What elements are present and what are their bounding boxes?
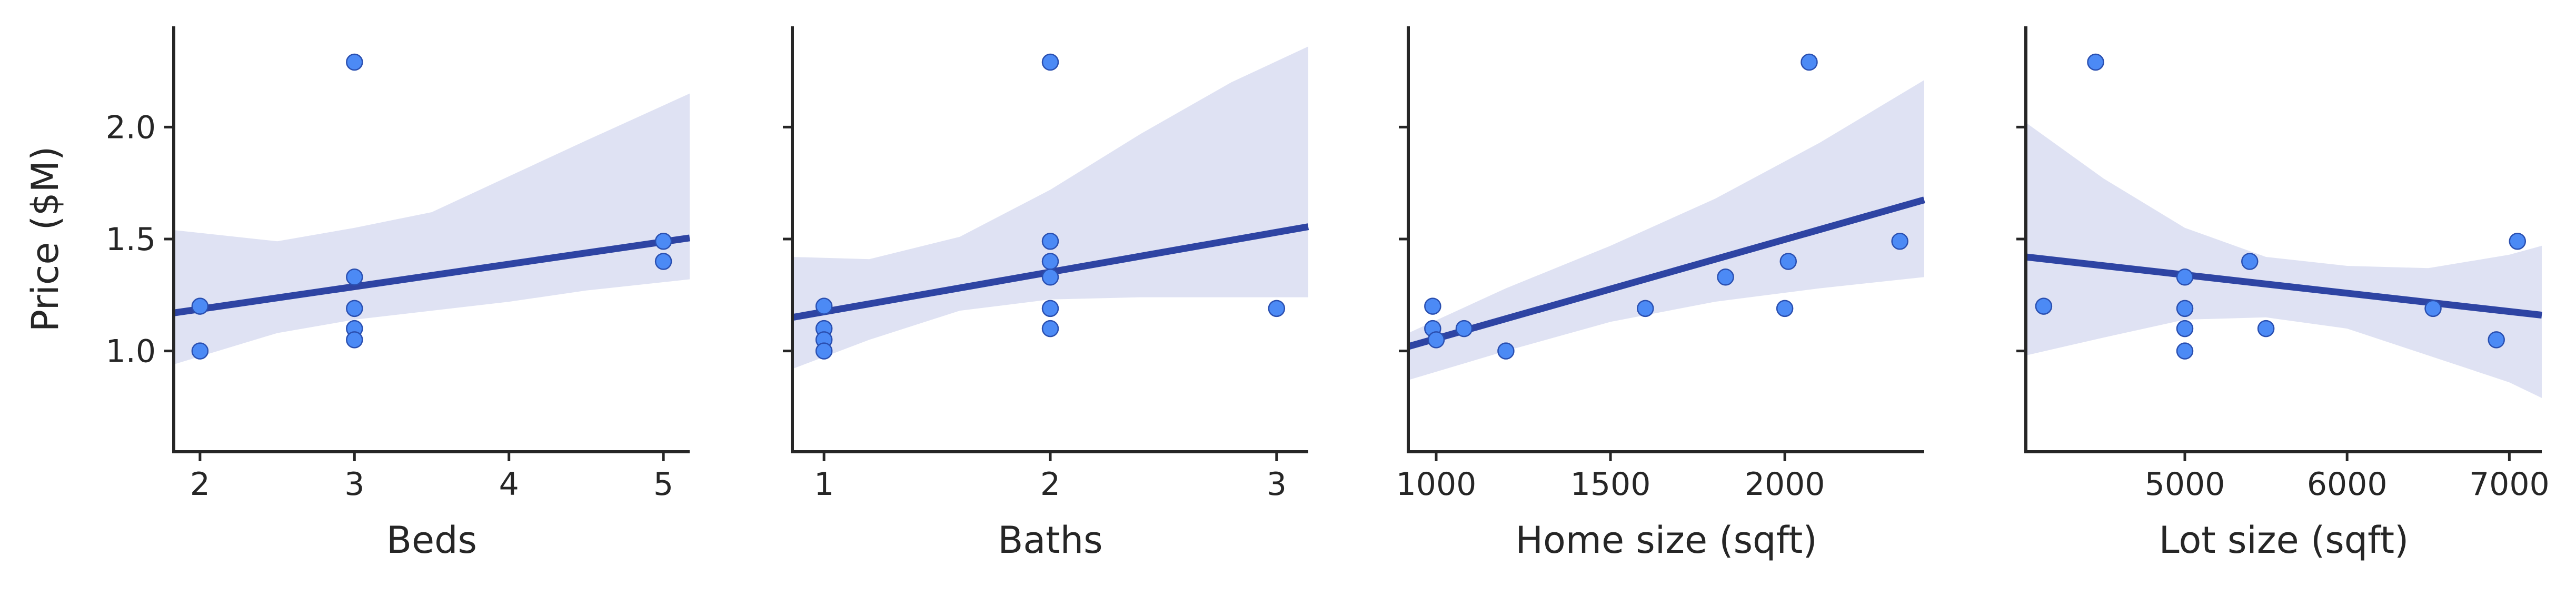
data-point [2087,53,2104,71]
data-point [1779,253,1797,270]
data-point [2176,342,2194,360]
data-point [346,269,363,286]
x-tick-label: 5000 [2145,466,2225,503]
confidence-band [792,46,1308,369]
x-tick-label: 2000 [1745,466,1825,503]
x-tick-label: 2 [1040,466,1060,503]
data-point [346,300,363,317]
x-tick-label: 1500 [1570,466,1651,503]
data-point [1424,297,1441,315]
y-tick-label: 1.5 [106,221,156,258]
data-point [1041,253,1059,270]
data-point [1455,320,1473,337]
x-tick-label: 1 [814,466,834,503]
x-tick-label: 3 [344,466,364,503]
data-point [1041,300,1059,317]
data-point [654,253,672,270]
panel-beds: 2 3 4 5 1.0 1.5 2.0 Beds Price ($M) [24,26,690,562]
panel-lot_size: 5000 6000 7000 Lot size (sqft) [2016,26,2550,562]
data-point [654,233,672,250]
data-point [2035,297,2053,315]
data-point [1427,331,1445,349]
panel-baths: 1 2 3 Baths [783,26,1309,562]
data-point [2257,320,2275,337]
y-tick-label: 2.0 [106,109,156,146]
confidence-band [1408,80,1924,380]
x-tick-label: 6000 [2307,466,2388,503]
x-tick-label: 2 [190,466,210,503]
data-point [1041,53,1059,71]
data-point [2241,253,2259,270]
data-point [346,53,363,71]
x-axis-label: Home size (sqft) [1515,519,1817,562]
regression-line [2025,253,2542,319]
data-point [2176,320,2194,337]
data-point [1041,233,1059,250]
panel-home_size: 1000 1500 2000 Home size (sqft) [1396,26,1925,562]
data-point [346,331,363,349]
confidence-band [174,93,690,365]
x-tick-label: 3 [1267,466,1287,503]
data-point [1717,269,1734,286]
regression-line [173,234,690,316]
data-point [1637,300,1654,317]
y-tick-label: 1.0 [106,333,156,370]
regression-line [1407,196,1925,350]
data-point [191,342,209,360]
data-point [1268,300,1286,317]
data-point [1776,300,1794,317]
data-point [815,342,833,360]
data-point [1041,269,1059,286]
x-axis-label: Beds [386,519,477,562]
data-point [2176,300,2194,317]
data-point [1497,342,1515,360]
x-axis-label: Lot size (sqft) [2159,519,2409,562]
data-point [2509,233,2527,250]
data-point [815,297,833,315]
y-axis-label: Price ($M) [24,146,67,332]
data-point [2488,331,2505,349]
x-tick-label: 5 [653,466,673,503]
x-tick-label: 7000 [2469,466,2550,503]
data-point [1891,233,1908,250]
data-point [191,297,209,315]
x-tick-label: 4 [499,466,519,503]
data-point [1041,320,1059,337]
data-point [2424,300,2442,317]
data-point [2176,269,2194,286]
x-tick-label: 1000 [1396,466,1477,503]
data-point [1801,53,1818,71]
x-axis-label: Baths [998,519,1102,562]
confidence-band [2026,122,2542,398]
